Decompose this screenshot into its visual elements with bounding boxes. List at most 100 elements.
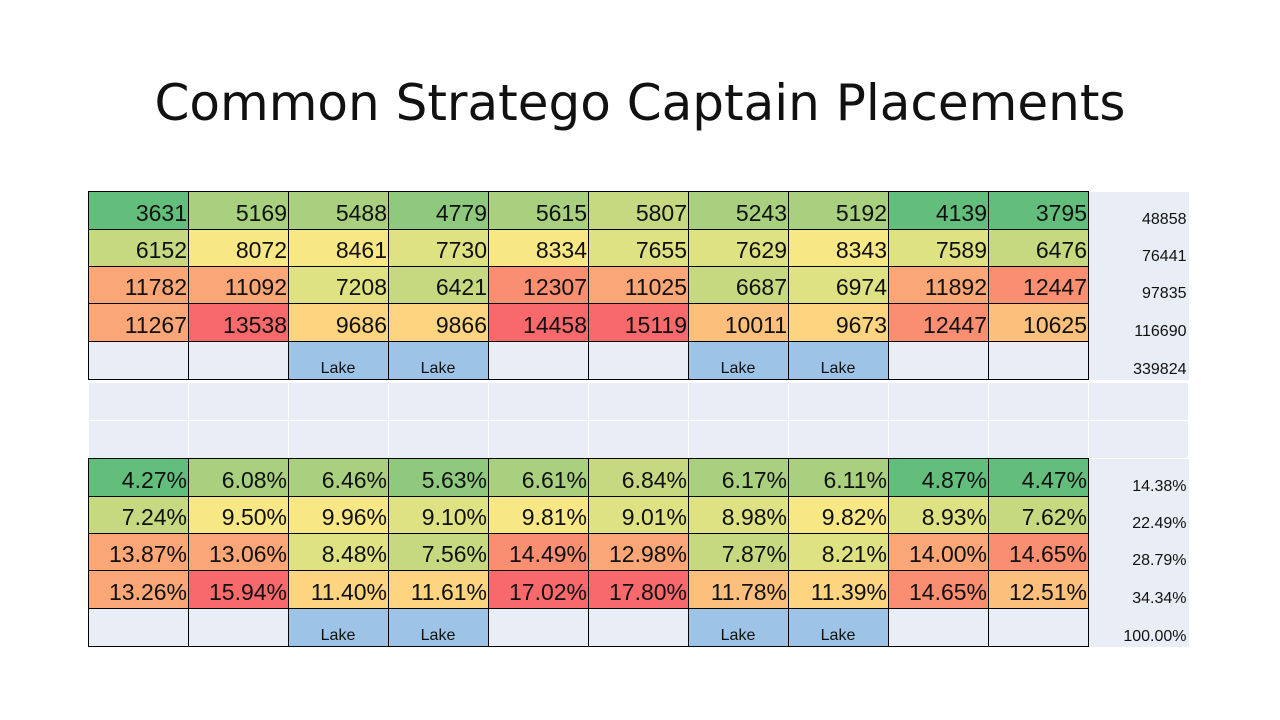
counts-cell: 13538 [188, 303, 289, 342]
percentages-cell: 6.11% [788, 458, 889, 497]
counts-cell: 5615 [488, 191, 589, 230]
counts-row-2: 6152 8072 8461 7730 8334 7655 7629 8343 7589 6476… [88, 229, 1189, 267]
percentages-cell: 8.93% [888, 496, 989, 534]
percentages-cell: 9.01% [588, 496, 689, 534]
percentages-cell: 4.27% [88, 458, 189, 497]
counts-cell: 3631 [88, 191, 189, 230]
counts-cell: 11782 [88, 266, 189, 304]
counts-row-1: 3631 5169 5488 4779 5615 5807 5243 5192 4139 3795… [88, 191, 1189, 230]
page-title: Common Stratego Captain Placements [154, 74, 1126, 132]
counts-cell: 6421 [388, 266, 489, 304]
percentages-cell: 8.98% [688, 496, 789, 534]
percentages-row-5: Lake Lake Lake Lake 100.00% [88, 608, 1189, 647]
lake-cell: Lake [388, 608, 489, 647]
counts-cell: 8072 [188, 229, 289, 267]
percentages-cell: 15.94% [188, 570, 289, 609]
counts-cell: 5169 [188, 191, 289, 230]
counts-row-total: 76441 [1088, 229, 1189, 267]
percentages-cell: 6.17% [688, 458, 789, 497]
empty-cell [188, 608, 289, 647]
percentages-cell: 9.10% [388, 496, 489, 534]
empty-cell [988, 341, 1089, 380]
counts-cell: 12447 [888, 303, 989, 342]
percentages-cell: 9.96% [288, 496, 389, 534]
percentages-cell: 4.47% [988, 458, 1089, 497]
empty-cell [488, 608, 589, 647]
percentages-cell: 12.51% [988, 570, 1089, 609]
percentages-cell: 11.39% [788, 570, 889, 609]
counts-cell: 4779 [388, 191, 489, 230]
percentages-row-2: 7.24% 9.50% 9.96% 9.10% 9.81% 9.01% 8.98% 9.82%… [88, 496, 1189, 534]
percentages-cell: 17.02% [488, 570, 589, 609]
lake-cell: Lake [688, 341, 789, 380]
empty-cell [988, 608, 1089, 647]
percentages-cell: 9.50% [188, 496, 289, 534]
lake-cell: Lake [288, 608, 389, 647]
percentages-row-total: 28.79% [1088, 533, 1189, 571]
counts-cell: 12447 [988, 266, 1089, 304]
empty-cell [488, 341, 589, 380]
counts-cell: 11092 [188, 266, 289, 304]
lake-cell: Lake [288, 341, 389, 380]
percentages-cell: 13.06% [188, 533, 289, 571]
percentages-cell: 14.00% [888, 533, 989, 571]
counts-cell: 6974 [788, 266, 889, 304]
percentages-cell: 12.98% [588, 533, 689, 571]
percentages-row-total: 100.00% [1088, 608, 1189, 647]
counts-row-total: 116690 [1088, 303, 1189, 342]
counts-cell: 10625 [988, 303, 1089, 342]
percentages-cell: 11.40% [288, 570, 389, 609]
lake-cell: Lake [788, 608, 889, 647]
counts-cell: 7655 [588, 229, 689, 267]
percentages-row-3: 13.87% 13.06% 8.48% 7.56% 14.49% 12.98% 7.87% 8… [88, 533, 1189, 571]
counts-cell: 7208 [288, 266, 389, 304]
percentages-cell: 7.56% [388, 533, 489, 571]
counts-cell: 6152 [88, 229, 189, 267]
percentages-cell: 4.87% [888, 458, 989, 497]
counts-cell: 9866 [388, 303, 489, 342]
counts-cell: 6687 [688, 266, 789, 304]
percentages-cell: 6.61% [488, 458, 589, 497]
percentages-table: 4.27% 6.08% 6.46% 5.63% 6.61% 6.84% 6.17% 6.11%… [88, 458, 1189, 647]
counts-cell: 9673 [788, 303, 889, 342]
counts-cell: 12307 [488, 266, 589, 304]
counts-cell: 7730 [388, 229, 489, 267]
counts-row-total: 339824 [1088, 341, 1189, 380]
counts-cell: 8334 [488, 229, 589, 267]
counts-cell: 5192 [788, 191, 889, 230]
counts-cell: 5807 [588, 191, 689, 230]
percentages-cell: 8.48% [288, 533, 389, 571]
percentages-cell: 17.80% [588, 570, 689, 609]
counts-cell: 9686 [288, 303, 389, 342]
counts-cell: 5488 [288, 191, 389, 230]
percentages-cell: 7.24% [88, 496, 189, 534]
percentages-cell: 11.61% [388, 570, 489, 609]
empty-cell [88, 608, 189, 647]
empty-cell [88, 341, 189, 380]
counts-row-4: 11267 13538 9686 9866 14458 15119 10011 9673 124… [88, 303, 1189, 342]
counts-cell: 3795 [988, 191, 1089, 230]
percentages-cell: 9.81% [488, 496, 589, 534]
counts-cell: 11267 [88, 303, 189, 342]
counts-cell: 14458 [488, 303, 589, 342]
counts-cell: 10011 [688, 303, 789, 342]
counts-row-total: 97835 [1088, 266, 1189, 304]
percentages-row-total: 14.38% [1088, 458, 1189, 497]
empty-cell [588, 608, 689, 647]
counts-row-5: Lake Lake Lake Lake 339824 [88, 341, 1189, 380]
counts-cell: 11892 [888, 266, 989, 304]
percentages-cell: 6.08% [188, 458, 289, 497]
counts-cell: 11025 [588, 266, 689, 304]
percentages-cell: 6.46% [288, 458, 389, 497]
percentages-cell: 14.49% [488, 533, 589, 571]
percentages-cell: 14.65% [888, 570, 989, 609]
empty-cell [588, 341, 689, 380]
lake-cell: Lake [788, 341, 889, 380]
percentages-cell: 13.26% [88, 570, 189, 609]
percentages-cell: 5.63% [388, 458, 489, 497]
percentages-cell: 7.87% [688, 533, 789, 571]
lake-cell: Lake [688, 608, 789, 647]
percentages-cell: 7.62% [988, 496, 1089, 534]
percentages-cell: 9.82% [788, 496, 889, 534]
spacer-rows [88, 382, 1189, 459]
